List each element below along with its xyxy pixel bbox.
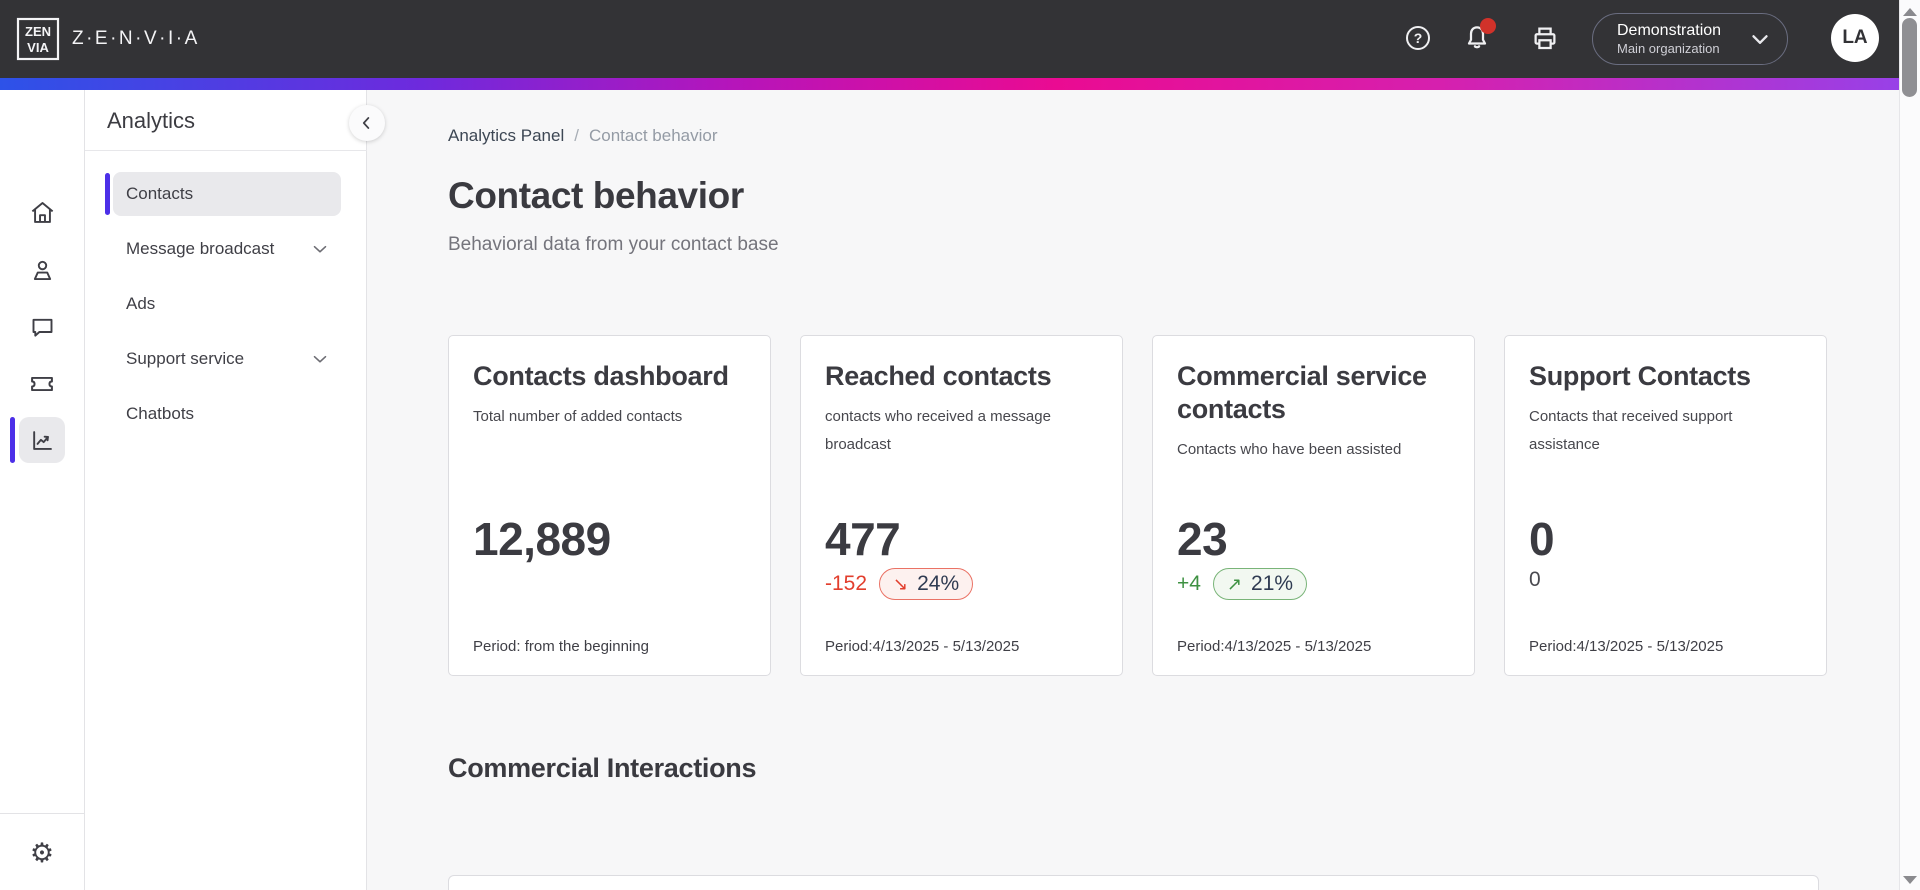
rail-item-analytics[interactable] xyxy=(19,417,65,463)
printer-icon[interactable] xyxy=(1529,22,1561,54)
sidebar-item-label: Chatbots xyxy=(126,404,195,423)
vertical-scrollbar[interactable] xyxy=(1899,0,1920,890)
kpi-card-support-contacts: Support Contacts Contacts that received … xyxy=(1504,335,1827,676)
bell-icon[interactable] xyxy=(1461,18,1496,54)
rail-item-contacts[interactable] xyxy=(19,247,65,293)
sidebar-collapse-button[interactable] xyxy=(349,105,385,141)
rail-item-tickets[interactable] xyxy=(19,361,65,407)
page-subtitle: Behavioral data from your contact base xyxy=(448,234,779,255)
top-bar: ZEN VIA Z·E·N·V·I·A ? xyxy=(0,0,1920,78)
delta-badge: ↘ 24% xyxy=(879,568,974,600)
card-delta-row: 0 xyxy=(1529,568,1541,592)
scroll-down-arrow-icon[interactable] xyxy=(1903,876,1917,884)
card-description: Contacts that received support assistanc… xyxy=(1529,407,1733,454)
page-title: Contact behavior xyxy=(448,175,744,216)
logo-text-bottom: VIA xyxy=(27,40,49,55)
trend-down-arrow-icon: ↘ xyxy=(893,574,909,594)
chevron-down-icon xyxy=(1747,26,1773,52)
organization-name: Demonstration xyxy=(1617,21,1722,39)
kpi-cards-row: Contacts dashboard Total number of added… xyxy=(448,335,1827,676)
sidebar-item-chatbots[interactable]: Chatbots xyxy=(113,392,341,436)
rail-item-conversations[interactable] xyxy=(19,304,65,350)
delta-percent: 21% xyxy=(1251,572,1294,595)
card-period: Period:4/13/2025 - 5/13/2025 xyxy=(1529,638,1724,655)
sidebar-item-label: Message broadcast xyxy=(126,239,275,258)
notification-badge xyxy=(1480,18,1496,34)
card-value: 12,889 xyxy=(473,513,611,565)
sidebar-item-label: Support service xyxy=(126,349,245,368)
brand-wordmark: Z·E·N·V·I·A xyxy=(72,28,200,49)
svg-text:?: ? xyxy=(1414,30,1423,46)
sidebar-item-label: Contacts xyxy=(126,184,194,203)
sidebar-item-support-service[interactable]: Support service xyxy=(113,337,341,381)
breadcrumb-parent[interactable]: Analytics Panel xyxy=(448,126,565,145)
trend-up-arrow-icon: ↗ xyxy=(1226,574,1243,594)
logo-text-top: ZEN xyxy=(25,24,51,39)
kpi-card-commercial-service-contacts: Commercial service contacts Contacts who… xyxy=(1152,335,1475,676)
active-indicator xyxy=(10,417,15,463)
card-delta-row: -152 ↘ 24% xyxy=(825,568,974,600)
chevron-down-icon xyxy=(309,238,331,260)
sidebar-item-label: Ads xyxy=(126,294,156,313)
main-content: Analytics Panel / Contact behavior Conta… xyxy=(367,90,1899,890)
card-title: Support Contacts xyxy=(1529,361,1751,391)
kpi-card-reached-contacts: Reached contacts contacts who received a… xyxy=(800,335,1123,676)
home-icon xyxy=(29,199,56,226)
zenvia-logo-icon[interactable]: ZEN VIA xyxy=(16,17,60,61)
person-icon xyxy=(29,257,56,284)
scrollbar-thumb[interactable] xyxy=(1902,18,1917,97)
card-title: Contacts dashboard xyxy=(473,361,729,391)
delta-percent: 24% xyxy=(917,572,960,595)
delta-value: 0 xyxy=(1529,568,1541,591)
icon-rail: ⚙ xyxy=(0,90,85,890)
chevron-down-icon xyxy=(309,348,331,370)
card-title: Reached contacts xyxy=(825,361,1052,391)
rail-item-settings[interactable]: ⚙ xyxy=(19,830,65,876)
breadcrumb: Analytics Panel / Contact behavior xyxy=(448,126,718,146)
organization-info: Demonstration Main organization xyxy=(1617,21,1747,57)
breadcrumb-current: Contact behavior xyxy=(588,126,718,145)
card-period: Period:4/13/2025 - 5/13/2025 xyxy=(1177,638,1372,655)
delta-value: -152 xyxy=(825,572,868,595)
chat-icon xyxy=(29,314,56,341)
sidebar-item-ads[interactable]: Ads xyxy=(113,282,341,326)
chevron-left-icon xyxy=(356,112,378,134)
rail-item-home[interactable] xyxy=(19,189,65,235)
card-delta-row: +4 ↗ 21% xyxy=(1177,568,1308,600)
organization-switcher[interactable]: Demonstration Main organization xyxy=(1592,13,1788,65)
card-period: Period:4/13/2025 - 5/13/2025 xyxy=(825,638,1020,655)
sidebar-title: Analytics xyxy=(107,108,196,133)
card-description: contacts who received a message broadcas… xyxy=(825,407,1051,454)
sidebar-item-contacts[interactable]: Contacts xyxy=(105,172,341,216)
gear-icon: ⚙ xyxy=(29,837,55,868)
card-value: 23 xyxy=(1177,513,1228,565)
kpi-card-contacts-dashboard: Contacts dashboard Total number of added… xyxy=(448,335,771,676)
help-icon[interactable]: ? xyxy=(1402,22,1434,54)
card-value: 0 xyxy=(1529,513,1555,565)
ticket-icon xyxy=(28,370,56,398)
rail-divider xyxy=(0,813,85,814)
card-period: Period: from the beginning xyxy=(473,638,649,655)
organization-subtitle: Main organization xyxy=(1617,40,1720,56)
card-title: Commercial service contacts xyxy=(1177,361,1427,424)
sidebar-menu: Contacts Message broadcast Ads Support s… xyxy=(85,172,367,447)
section-title: Commercial Interactions xyxy=(448,753,757,783)
delta-value: +4 xyxy=(1177,572,1201,595)
card-value: 477 xyxy=(825,513,901,565)
breadcrumb-separator: / xyxy=(574,126,579,145)
commercial-interactions-panel xyxy=(448,875,1819,890)
brand-gradient-bar xyxy=(0,78,1920,90)
chart-icon xyxy=(29,427,56,454)
card-description: Contacts who have been assisted xyxy=(1177,440,1402,458)
sidebar-divider xyxy=(85,150,367,151)
sidebar-item-message-broadcast[interactable]: Message broadcast xyxy=(113,227,341,271)
card-description: Total number of added contacts xyxy=(473,407,683,425)
delta-badge: ↗ 21% xyxy=(1212,568,1308,600)
sidebar: Analytics Contacts Message broadcast Ads… xyxy=(85,90,367,890)
avatar[interactable]: LA xyxy=(1831,14,1879,62)
scroll-up-arrow-icon[interactable] xyxy=(1903,8,1917,16)
